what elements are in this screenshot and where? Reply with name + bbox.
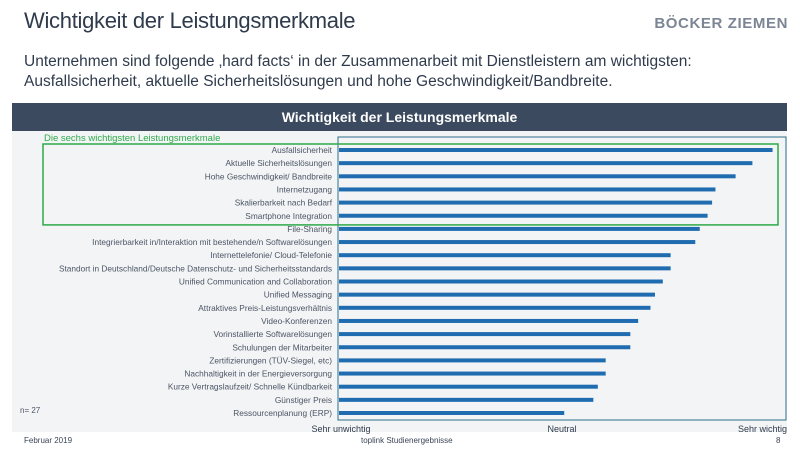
category-label: Smartphone Integration	[245, 211, 332, 221]
category-label: Attraktives Preis-Leistungsverhältnis	[198, 303, 332, 313]
bar	[339, 148, 773, 152]
bar	[339, 226, 700, 231]
category-label: Vorinstallierte Softwarelösungen	[213, 329, 332, 339]
bar	[339, 292, 655, 297]
category-label: Ressourcenplanung (ERP)	[233, 408, 332, 418]
bar	[339, 161, 753, 166]
bar	[339, 318, 639, 323]
footer-date: Februar 2019	[24, 436, 73, 445]
subtitle-line-2: Ausfallsicherheit, aktuelle Sicherheitsl…	[24, 73, 613, 90]
highlight-label: Die sechs wichtigsten Leistungsmerkmale	[44, 133, 220, 144]
bar	[339, 345, 631, 350]
category-label: File-Sharing	[287, 224, 332, 234]
category-label: Skalierbarkeit nach Bedarf	[235, 198, 333, 208]
category-label: Kurze Vertragslaufzeit/ Schnelle Kündbar…	[168, 382, 333, 392]
chart-title: Wichtigkeit der Leistungsmerkmale	[12, 103, 787, 131]
category-label: Zertifizierungen (TÜV-Siegel, etc)	[209, 355, 332, 365]
category-label: Internetzugang	[277, 184, 333, 194]
bar	[339, 358, 606, 363]
bar	[339, 200, 713, 205]
category-label: Günstiger Preis	[275, 395, 332, 405]
bar	[339, 213, 708, 218]
highlight-box	[42, 143, 779, 226]
x-tick-label: Sehr unwichtig	[311, 424, 370, 434]
category-label: Ausfallsicherheit	[272, 145, 333, 155]
category-label: Unified Communication and Collaboration	[179, 277, 333, 287]
company-logo: BÖCKER ZIEMEN	[654, 15, 788, 32]
bar	[339, 332, 631, 337]
bar	[339, 174, 736, 179]
category-label: Internettelefonie/ Cloud-Telefonie	[210, 250, 332, 260]
sample-size-note: n= 27	[20, 406, 41, 415]
category-label: Aktuelle Sicherheitslösungen	[225, 158, 332, 168]
bar	[339, 384, 598, 389]
bar	[339, 266, 671, 271]
bar	[339, 279, 663, 284]
bar	[339, 187, 716, 192]
bar	[339, 253, 671, 258]
page-title: Wichtigkeit der Leistungsmerkmale	[24, 8, 356, 33]
x-tick-label: Neutral	[547, 424, 576, 434]
category-label: Nachhaltigkeit in der Energieversorgung	[184, 369, 332, 379]
category-label: Standort in Deutschland/Deutsche Datensc…	[59, 263, 332, 273]
subtitle: Unternehmen sind folgende ‚hard facts‘ i…	[24, 52, 794, 92]
bar	[339, 371, 606, 376]
category-label: Video-Konferenzen	[261, 316, 332, 326]
category-label: Unified Messaging	[264, 290, 333, 300]
footer-source: toplink Studienergebnisse	[361, 436, 453, 445]
bar	[339, 397, 594, 402]
category-label: Hohe Geschwindigkeit/ Bandbreite	[205, 171, 333, 181]
category-label: Integrierbarkeit in/Interaktion mit best…	[92, 237, 332, 247]
page-number: 8	[776, 436, 781, 445]
category-label: Schulungen der Mitarbeiter	[232, 342, 332, 352]
bar	[339, 240, 696, 245]
bar	[339, 411, 565, 415]
subtitle-line-1: Unternehmen sind folgende ‚hard facts‘ i…	[24, 53, 692, 70]
plot-frame	[337, 136, 787, 421]
bar	[339, 305, 651, 310]
x-tick-label: Sehr wichtig	[738, 424, 787, 434]
